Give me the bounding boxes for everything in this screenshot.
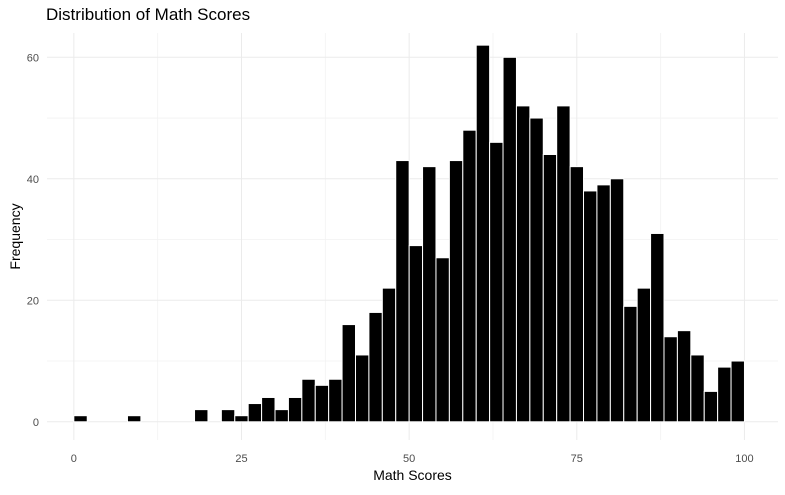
bars — [73, 44, 745, 423]
x-tick-label: 0 — [71, 453, 77, 465]
histogram-bar — [690, 354, 705, 423]
histogram-bar — [623, 305, 638, 423]
x-tick-label: 25 — [235, 453, 247, 465]
histogram-bar — [556, 105, 571, 423]
histogram-bar — [274, 409, 289, 423]
histogram-bar — [126, 415, 142, 423]
histogram-bar — [341, 324, 356, 423]
x-tick-labels: 0 25 50 75 100 — [71, 453, 754, 465]
y-axis-title: Frequency — [7, 203, 23, 269]
histogram-bar — [730, 360, 745, 423]
histogram-bar — [261, 396, 276, 423]
x-tick-label: 50 — [403, 453, 415, 465]
y-tick-label: 40 — [27, 174, 39, 186]
x-tick-label: 75 — [571, 453, 583, 465]
histogram-bar — [247, 403, 263, 423]
histogram-bar — [703, 390, 719, 423]
y-tick-label: 60 — [27, 52, 39, 64]
x-tick-label: 100 — [735, 453, 753, 465]
histogram-bar — [569, 166, 585, 423]
histogram-bar — [583, 190, 598, 423]
histogram-bar — [462, 129, 477, 423]
histogram-bar — [596, 184, 611, 423]
y-tick-labels: 0 20 40 60 — [27, 52, 39, 428]
histogram-bar — [650, 232, 665, 423]
chart-title: Distribution of Math Scores — [46, 5, 251, 24]
histogram-bar — [368, 311, 383, 423]
histogram-bar — [422, 166, 437, 423]
histogram-bar — [287, 396, 303, 423]
y-tick-label: 20 — [27, 295, 39, 307]
histogram-bar — [502, 56, 517, 423]
y-tick-label: 0 — [33, 417, 39, 429]
histogram-bar — [194, 409, 209, 423]
histogram-bar — [408, 245, 424, 423]
histogram-bar — [676, 330, 692, 423]
histogram-bar — [395, 160, 410, 423]
histogram-bar — [314, 384, 330, 423]
histogram-bar — [328, 378, 343, 423]
histogram-bar — [636, 287, 652, 423]
histogram-bar — [475, 44, 491, 423]
histogram-bar — [663, 336, 678, 423]
histogram-bar — [529, 117, 544, 423]
histogram-bar — [542, 153, 558, 423]
histogram-bar — [354, 354, 370, 423]
x-axis-title: Math Scores — [373, 467, 452, 483]
histogram-bar — [609, 178, 625, 423]
histogram-bar — [220, 409, 236, 423]
histogram-bar — [435, 257, 450, 423]
histogram-bar — [717, 366, 732, 423]
histogram-bar — [381, 287, 397, 423]
histogram-bar — [234, 415, 249, 423]
histogram-bar — [448, 160, 464, 423]
histogram-bar — [515, 105, 531, 423]
histogram-bar — [489, 141, 504, 423]
histogram-bar — [301, 378, 316, 423]
histogram-bar — [73, 415, 88, 423]
